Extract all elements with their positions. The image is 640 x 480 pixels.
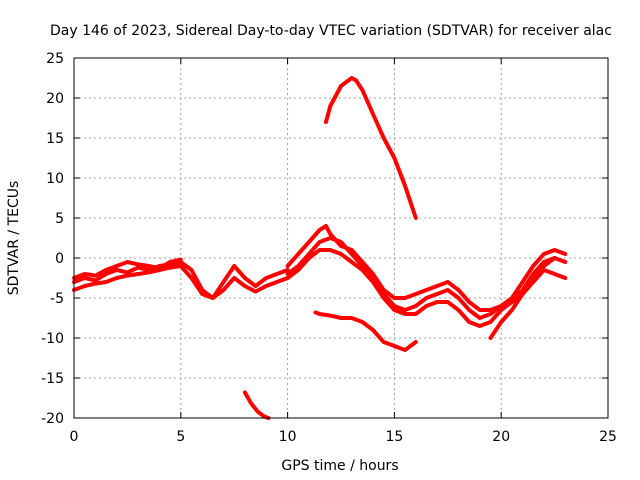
y-tick-label: -10 bbox=[41, 331, 64, 347]
y-tick-label: 20 bbox=[46, 91, 64, 107]
y-tick-label: 15 bbox=[46, 131, 64, 147]
y-tick-label: -20 bbox=[41, 411, 64, 427]
series-line-track-3 bbox=[72, 257, 183, 280]
y-axis-label: SDTVAR / TECUs bbox=[6, 181, 22, 296]
x-tick-label: 15 bbox=[385, 429, 403, 445]
series-line-track-10 bbox=[242, 390, 271, 420]
x-tick-label: 5 bbox=[176, 429, 185, 445]
series-lines bbox=[72, 76, 568, 420]
y-tick-label: -5 bbox=[50, 291, 64, 307]
y-tick-label: 5 bbox=[55, 211, 64, 227]
y-tick-label: -15 bbox=[41, 371, 64, 387]
y-tick-label: 10 bbox=[46, 171, 64, 187]
plot-border bbox=[73, 57, 609, 419]
x-axis-label: GPS time / hours bbox=[281, 458, 398, 474]
series-line-track-7 bbox=[488, 256, 557, 340]
series-line-track-9 bbox=[313, 310, 418, 352]
series-line-track-8 bbox=[324, 76, 418, 220]
x-tick-label: 25 bbox=[599, 429, 617, 445]
axis-ticks bbox=[73, 57, 609, 419]
y-tick-label: 25 bbox=[46, 51, 64, 67]
x-tick-label: 0 bbox=[70, 429, 79, 445]
series-line-track-1 bbox=[72, 260, 290, 300]
grid-lines bbox=[74, 58, 608, 418]
series-line-track-4 bbox=[285, 224, 568, 312]
series-line-track-5 bbox=[285, 236, 568, 320]
series-line-track-2 bbox=[72, 264, 290, 300]
tick-labels: 0 5 10 15 20 25 -20 -15 -10 -5 0 5 10 15 20 25 bbox=[41, 51, 617, 445]
x-tick-label: 10 bbox=[279, 429, 297, 445]
chart-title: Day 146 of 2023, Sidereal Day-to-day VTE… bbox=[50, 23, 612, 39]
x-tick-label: 20 bbox=[492, 429, 510, 445]
y-tick-label: 0 bbox=[55, 251, 64, 267]
